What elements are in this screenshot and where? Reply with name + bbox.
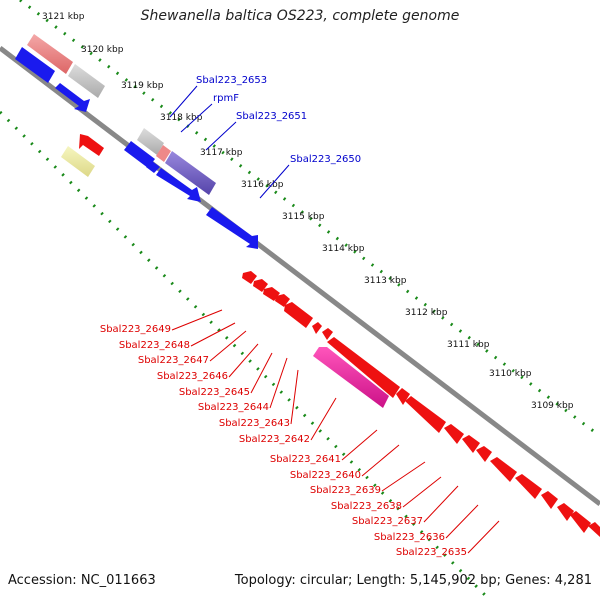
feature-label-bottom: Sbal223_2649 — [100, 324, 171, 335]
reverse-cds[interactable] — [515, 474, 542, 499]
label-leader-line — [467, 520, 500, 554]
tick-labels: 3121 kbp 3120 kbp 3119 kbp 3118 kbp 3117 kbp… — [42, 12, 574, 411]
label-leader-line — [180, 103, 213, 133]
reverse-cds[interactable] — [405, 396, 446, 433]
feature-label-bottom: Sbal223_2635 — [396, 547, 467, 558]
reverse-cds[interactable] — [284, 302, 313, 328]
backbone-line — [0, 46, 600, 506]
label-leader-line — [205, 121, 237, 151]
forward-cds[interactable] — [156, 168, 201, 202]
genome-summary: Topology: circular; Length: 5,145,902 bp… — [234, 573, 592, 588]
forward-features — [15, 34, 258, 249]
tick-label: 3119 kbp — [121, 81, 164, 91]
feature-label-bottom: Sbal223_2647 — [138, 355, 209, 366]
tick-label: 3113 kbp — [364, 276, 407, 286]
label-leader-line — [445, 504, 479, 539]
reverse-cds[interactable] — [322, 328, 333, 340]
feature-label-bottom: Sbal223_2637 — [352, 516, 423, 527]
label-leader-line — [402, 476, 442, 508]
label-leader-line — [310, 397, 337, 441]
misc-feature[interactable] — [313, 347, 389, 408]
tick-label: 3112 kbp — [405, 308, 448, 318]
reverse-cds[interactable] — [570, 511, 591, 533]
tick-label: 3114 kbp — [322, 244, 365, 254]
reverse-cds[interactable] — [490, 457, 517, 482]
forward-cds[interactable] — [146, 161, 160, 173]
label-leader-line — [209, 330, 247, 362]
label-leader-line — [171, 309, 223, 331]
feature-label-top: rpmF — [213, 93, 239, 104]
feature-labels: Sbal223_2653 rpmF Sbal223_2651 Sbal223_2650… — [100, 75, 467, 558]
label-leader-line — [423, 485, 459, 523]
reverse-cds[interactable] — [588, 522, 600, 537]
tick-label: 3115 kbp — [282, 212, 325, 222]
reverse-cds[interactable] — [79, 134, 104, 156]
label-leader-line — [269, 357, 288, 409]
feature-label-bottom: Sbal223_2648 — [119, 340, 190, 351]
label-leaders — [169, 85, 500, 554]
tick-label: 3118 kbp — [160, 113, 203, 123]
reverse-cds[interactable] — [476, 446, 492, 462]
feature-label-bottom: Sbal223_2643 — [219, 418, 290, 429]
tick-label: 3120 kbp — [81, 45, 124, 55]
misc-feature[interactable] — [61, 146, 95, 177]
feature-label-bottom: Sbal223_2640 — [290, 470, 361, 481]
reverse-cds[interactable] — [312, 322, 322, 334]
label-leader-line — [361, 444, 400, 477]
label-leader-line — [169, 85, 198, 118]
label-leader-line — [250, 352, 273, 394]
reverse-cds[interactable] — [396, 388, 410, 405]
forward-cds[interactable] — [137, 128, 164, 155]
forward-cds[interactable] — [156, 145, 171, 162]
map-title: Shewanella baltica OS223, complete genom… — [140, 8, 460, 24]
label-leader-line — [381, 461, 426, 492]
feature-label-bottom: Sbal223_2638 — [331, 501, 402, 512]
feature-label-top: Sbal223_2653 — [196, 75, 267, 86]
feature-label-bottom: Sbal223_2642 — [239, 434, 310, 445]
reverse-cds[interactable] — [541, 491, 558, 509]
reverse-cds[interactable] — [253, 279, 268, 292]
label-leader-line — [190, 322, 236, 347]
feature-label-bottom: Sbal223_2644 — [198, 402, 269, 413]
feature-label-top: Sbal223_2651 — [236, 111, 307, 122]
forward-cds[interactable] — [27, 34, 73, 74]
feature-label-bottom: Sbal223_2641 — [270, 454, 341, 465]
reverse-cds[interactable] — [557, 503, 574, 521]
forward-cds[interactable] — [15, 47, 55, 83]
reverse-cds[interactable] — [275, 294, 290, 307]
label-leader-line — [228, 343, 259, 378]
tick-label: 3110 kbp — [489, 369, 532, 379]
forward-cds[interactable] — [206, 207, 258, 249]
forward-cds[interactable] — [55, 83, 90, 112]
reverse-cds[interactable] — [444, 424, 464, 444]
reverse-cds[interactable] — [462, 435, 480, 453]
reverse-cds[interactable] — [327, 337, 400, 398]
tick-label: 3109 kbp — [531, 401, 574, 411]
forward-cds[interactable] — [165, 151, 216, 195]
tick-label: 3121 kbp — [42, 12, 85, 22]
label-leader-line — [290, 369, 299, 425]
accession-text: Accession: NC_011663 — [8, 573, 156, 588]
feature-label-bottom: Sbal223_2646 — [157, 371, 228, 382]
reverse-features — [242, 271, 600, 537]
forward-cds[interactable] — [124, 141, 155, 168]
feature-label-bottom: Sbal223_2636 — [374, 532, 445, 543]
label-leader-line — [341, 429, 378, 461]
feature-label-top: Sbal223_2650 — [290, 154, 361, 165]
feature-label-bottom: Sbal223_2645 — [179, 387, 250, 398]
tick-label: 3116 kbp — [241, 180, 284, 190]
tick-label: 3117 kbp — [200, 148, 243, 158]
label-leader-line — [259, 164, 290, 199]
tick-label: 3111 kbp — [447, 340, 490, 350]
feature-label-bottom: Sbal223_2639 — [310, 485, 381, 496]
reverse-cds[interactable] — [242, 271, 257, 284]
forward-cds[interactable] — [68, 64, 105, 98]
